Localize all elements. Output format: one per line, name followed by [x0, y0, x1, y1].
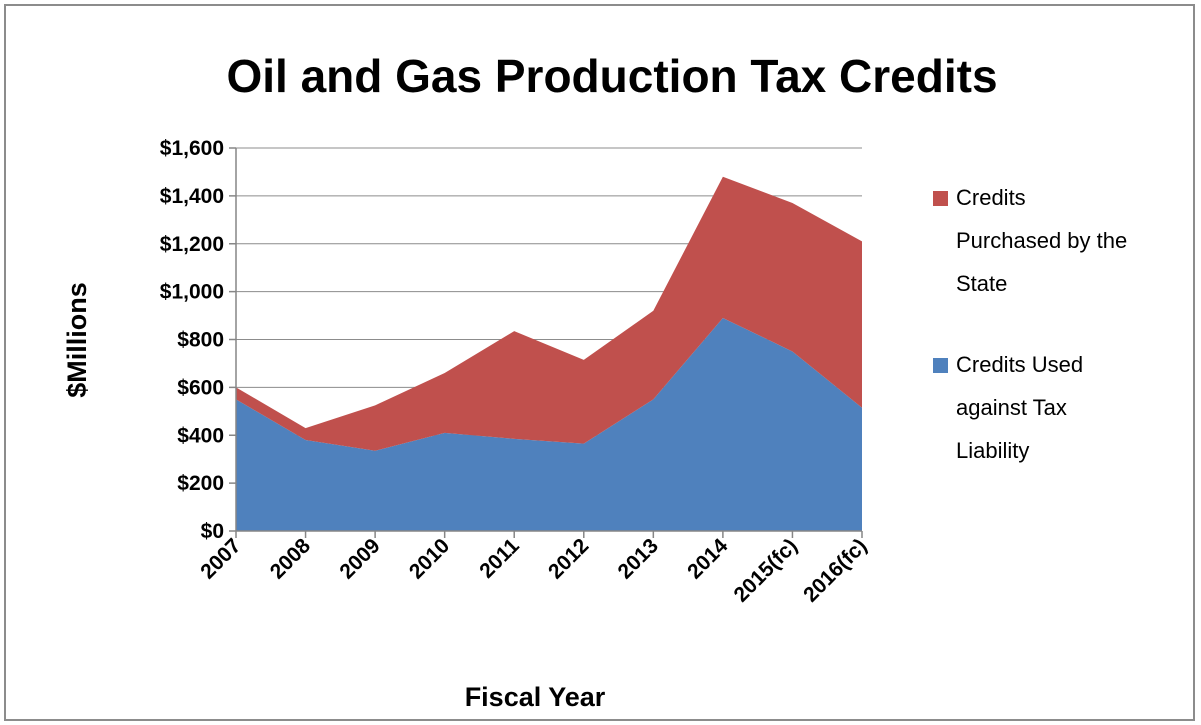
y-tick-label-1: $200 [177, 472, 224, 495]
legend-label-1-line-0: Credits Used [956, 352, 1083, 377]
x-tick-label-5: 2012 [544, 534, 593, 583]
area-series-group [236, 176, 862, 531]
x-tick-label-1: 2008 [266, 534, 316, 584]
x-tick-labels: 2007 2008 2009 2010 2011 2012 2013 20142015(fc)… [196, 534, 871, 607]
y-tick-label-3: $600 [177, 376, 224, 399]
y-tick-label-7: $1,400 [160, 185, 224, 208]
y-tick-label-2: $400 [177, 424, 224, 447]
x-tick-label-7: 2014 [683, 534, 733, 584]
x-tick-label-8: 2015(fc) [730, 534, 802, 606]
legend-swatch-1 [933, 358, 948, 373]
y-tick-label-4: $800 [177, 329, 224, 352]
legend-label-1-line-2: Liability [956, 438, 1029, 463]
x-axis-title: Fiscal Year [465, 682, 606, 712]
y-tick-label-6: $1,200 [160, 233, 224, 256]
x-tick-label-3: 2010 [405, 534, 454, 583]
legend-label-0-line-2: State [956, 271, 1007, 296]
area-series-1 [236, 176, 862, 451]
legend-label-0-line-1: Purchased by the [956, 228, 1127, 253]
x-tick-label-9: 2016(fc) [799, 534, 871, 606]
x-tick-label-6: 2013 [614, 534, 663, 583]
y-tick-label-0: $0 [201, 520, 224, 543]
axes [229, 147, 863, 538]
legend-label-1-line-1: against Tax [956, 395, 1067, 420]
y-tick-label-8: $1,600 [160, 137, 224, 160]
y-tick-label-5: $1,000 [160, 281, 224, 304]
x-tick-label-4: 2011 [475, 534, 524, 583]
chart-title: Oil and Gas Production Tax Credits [226, 50, 997, 102]
y-tick-labels: $0 $200 $400 $600 $800 $1,000 $1,200 $1,400 $1,6… [160, 137, 224, 543]
area-series-0 [236, 317, 862, 531]
legend-swatch-0 [933, 191, 948, 206]
legend-label-0-line-0: Credits [956, 185, 1026, 210]
legend: Credits Purchased by the State Credits Used… [933, 185, 1127, 463]
x-tick-label-2: 2009 [335, 534, 384, 583]
y-axis-title: $Millions [62, 282, 92, 398]
